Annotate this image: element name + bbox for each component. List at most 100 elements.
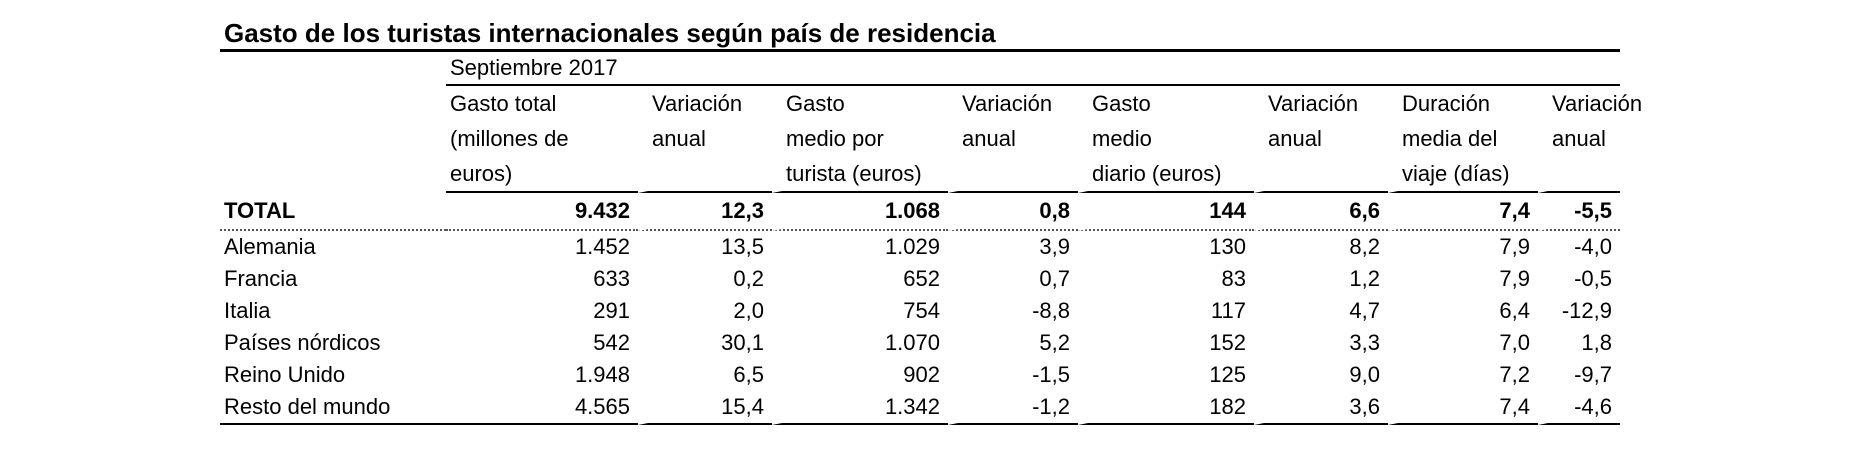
table-container: Gasto de los turistas internacionales se… <box>220 16 1643 425</box>
row-label: Resto del mundo <box>220 391 446 425</box>
cell-value: 15,4 <box>638 391 772 425</box>
header-col: Gasto total (millones de euros) <box>446 86 638 193</box>
header-line: anual <box>652 126 706 151</box>
header-line: Gasto total <box>450 91 557 116</box>
cell-value: 633 <box>593 266 630 291</box>
row-label: Alemania <box>224 234 316 259</box>
header-line: Variación <box>962 91 1053 116</box>
cell-value: -12,9 <box>1538 295 1620 327</box>
row-label: Reino Unido <box>224 362 346 387</box>
header-line: Variación <box>1268 91 1359 116</box>
cell-value: -0,5 <box>1538 263 1620 295</box>
cell-value: 4.565 <box>446 391 638 425</box>
header-col: Gasto medio por turista (euros) <box>772 86 948 193</box>
cell-value: 7,4 <box>1388 391 1538 425</box>
cell-value: 130 <box>1078 231 1254 263</box>
table-row: Reino Unido 1.948 6,5 902 -1,5 125 9,0 7,2 -9,7 <box>220 359 1620 391</box>
cell-value: 7,2 <box>1388 359 1538 391</box>
cell-value: -4,6 <box>1538 391 1620 425</box>
cell-value: 1.948 <box>574 362 630 387</box>
cell-value: 1.029 <box>772 231 948 263</box>
cell-value: 754 <box>772 295 948 327</box>
header-row: Gasto total (millones de euros) Variación a… <box>220 86 1643 193</box>
cell-value: 902 <box>772 359 948 391</box>
cell-value: 291 <box>593 298 630 323</box>
cell-value: 6,4 <box>1388 295 1538 327</box>
cell-value: 125 <box>1078 359 1254 391</box>
header-line: (millones de <box>450 126 569 151</box>
cell-value: -1,5 <box>948 359 1078 391</box>
cell-value: 9.432 <box>446 193 638 231</box>
cell-value: 0,7 <box>948 263 1078 295</box>
cell-value: 0,8 <box>948 193 1078 231</box>
header-line: medio por <box>786 126 884 151</box>
header-line: Duración <box>1402 91 1491 116</box>
header-line: diario (euros) <box>1092 161 1222 186</box>
cell-value: 117 <box>1078 295 1254 327</box>
row-label: TOTAL <box>220 193 446 231</box>
cell-value: 144 <box>1078 193 1254 231</box>
table-row: Resto del mundo 4.565 15,4 1.342 -1,2 182 3,6 7… <box>220 391 1620 425</box>
header-line: Gasto <box>786 91 845 116</box>
table-title: Gasto de los turistas internacionales se… <box>220 16 1620 52</box>
cell-value: 1.342 <box>772 391 948 425</box>
header-line: euros) <box>450 161 513 186</box>
header-line: Gasto <box>1092 91 1151 116</box>
header-col: Gasto medio diario (euros) <box>1078 86 1254 193</box>
cell-value: 6,5 <box>638 359 772 391</box>
header-col: Duración media del viaje (días) <box>1388 86 1538 193</box>
header-line: turista (euros) <box>786 161 922 186</box>
table-body: TOTAL 9.432 12,3 1.068 0,8 144 6,6 7,4 -5,5 Alema… <box>220 193 1620 425</box>
header-line: Variación <box>652 91 743 116</box>
table-row: Italia 291 2,0 754 -8,8 117 4,7 6,4 -12,9 <box>220 295 1620 327</box>
cell-value: 7,9 <box>1388 231 1538 263</box>
table-row: Francia 633 0,2 652 0,7 83 1,2 7,9 -0,5 <box>220 263 1620 295</box>
cell-value: 4,7 <box>1254 295 1388 327</box>
table-row: Países nórdicos 542 30,1 1.070 5,2 152 3,3 7,0 1… <box>220 327 1620 359</box>
cell-value: 6,6 <box>1254 193 1388 231</box>
row-label: Francia <box>224 266 298 291</box>
cell-value: 30,1 <box>638 327 772 359</box>
cell-value: 3,6 <box>1254 391 1388 425</box>
cell-value: 1,2 <box>1254 263 1388 295</box>
header-line: anual <box>962 126 1016 151</box>
cell-value: 5,2 <box>948 327 1078 359</box>
cell-value: -9,7 <box>1538 359 1620 391</box>
row-label: Países nórdicos <box>224 330 381 355</box>
cell-value: 152 <box>1078 327 1254 359</box>
cell-value: 12,3 <box>638 193 772 231</box>
cell-value: -8,8 <box>948 295 1078 327</box>
cell-value: 7,0 <box>1388 327 1538 359</box>
cell-value: 3,3 <box>1254 327 1388 359</box>
header-line: viaje (días) <box>1402 161 1510 186</box>
cell-value: -1,2 <box>948 391 1078 425</box>
cell-value: 182 <box>1078 391 1254 425</box>
cell-value: 652 <box>772 263 948 295</box>
cell-value: 83 <box>1078 263 1254 295</box>
cell-value: -4,0 <box>1538 231 1620 263</box>
row-label: Italia <box>224 298 271 323</box>
cell-value: 0,2 <box>638 263 772 295</box>
cell-value: 2,0 <box>638 295 772 327</box>
cell-value: 542 <box>593 330 630 355</box>
cell-value: -5,5 <box>1538 193 1620 231</box>
cell-value: 1.070 <box>772 327 948 359</box>
period-label: Septiembre 2017 <box>450 55 618 80</box>
header-line: Variación <box>1552 91 1643 116</box>
cell-value: 9,0 <box>1254 359 1388 391</box>
cell-value: 7,9 <box>1388 263 1538 295</box>
cell-value: 3,9 <box>948 231 1078 263</box>
header-line: media del <box>1402 126 1498 151</box>
cell-value: 8,2 <box>1254 231 1388 263</box>
cell-value: 1.068 <box>772 193 948 231</box>
cell-value: 1.452 <box>574 234 630 259</box>
header-col: Variación anual <box>948 86 1078 193</box>
cell-value: 13,5 <box>638 231 772 263</box>
header-empty <box>220 86 446 193</box>
period-header: Septiembre 2017 <box>220 52 1620 86</box>
cell-value: 7,4 <box>1388 193 1538 231</box>
header-col: Variación anual <box>1538 86 1643 193</box>
header-line: medio <box>1092 126 1152 151</box>
cell-value: 1,8 <box>1538 327 1620 359</box>
total-row: TOTAL 9.432 12,3 1.068 0,8 144 6,6 7,4 -5,5 <box>220 193 1620 231</box>
